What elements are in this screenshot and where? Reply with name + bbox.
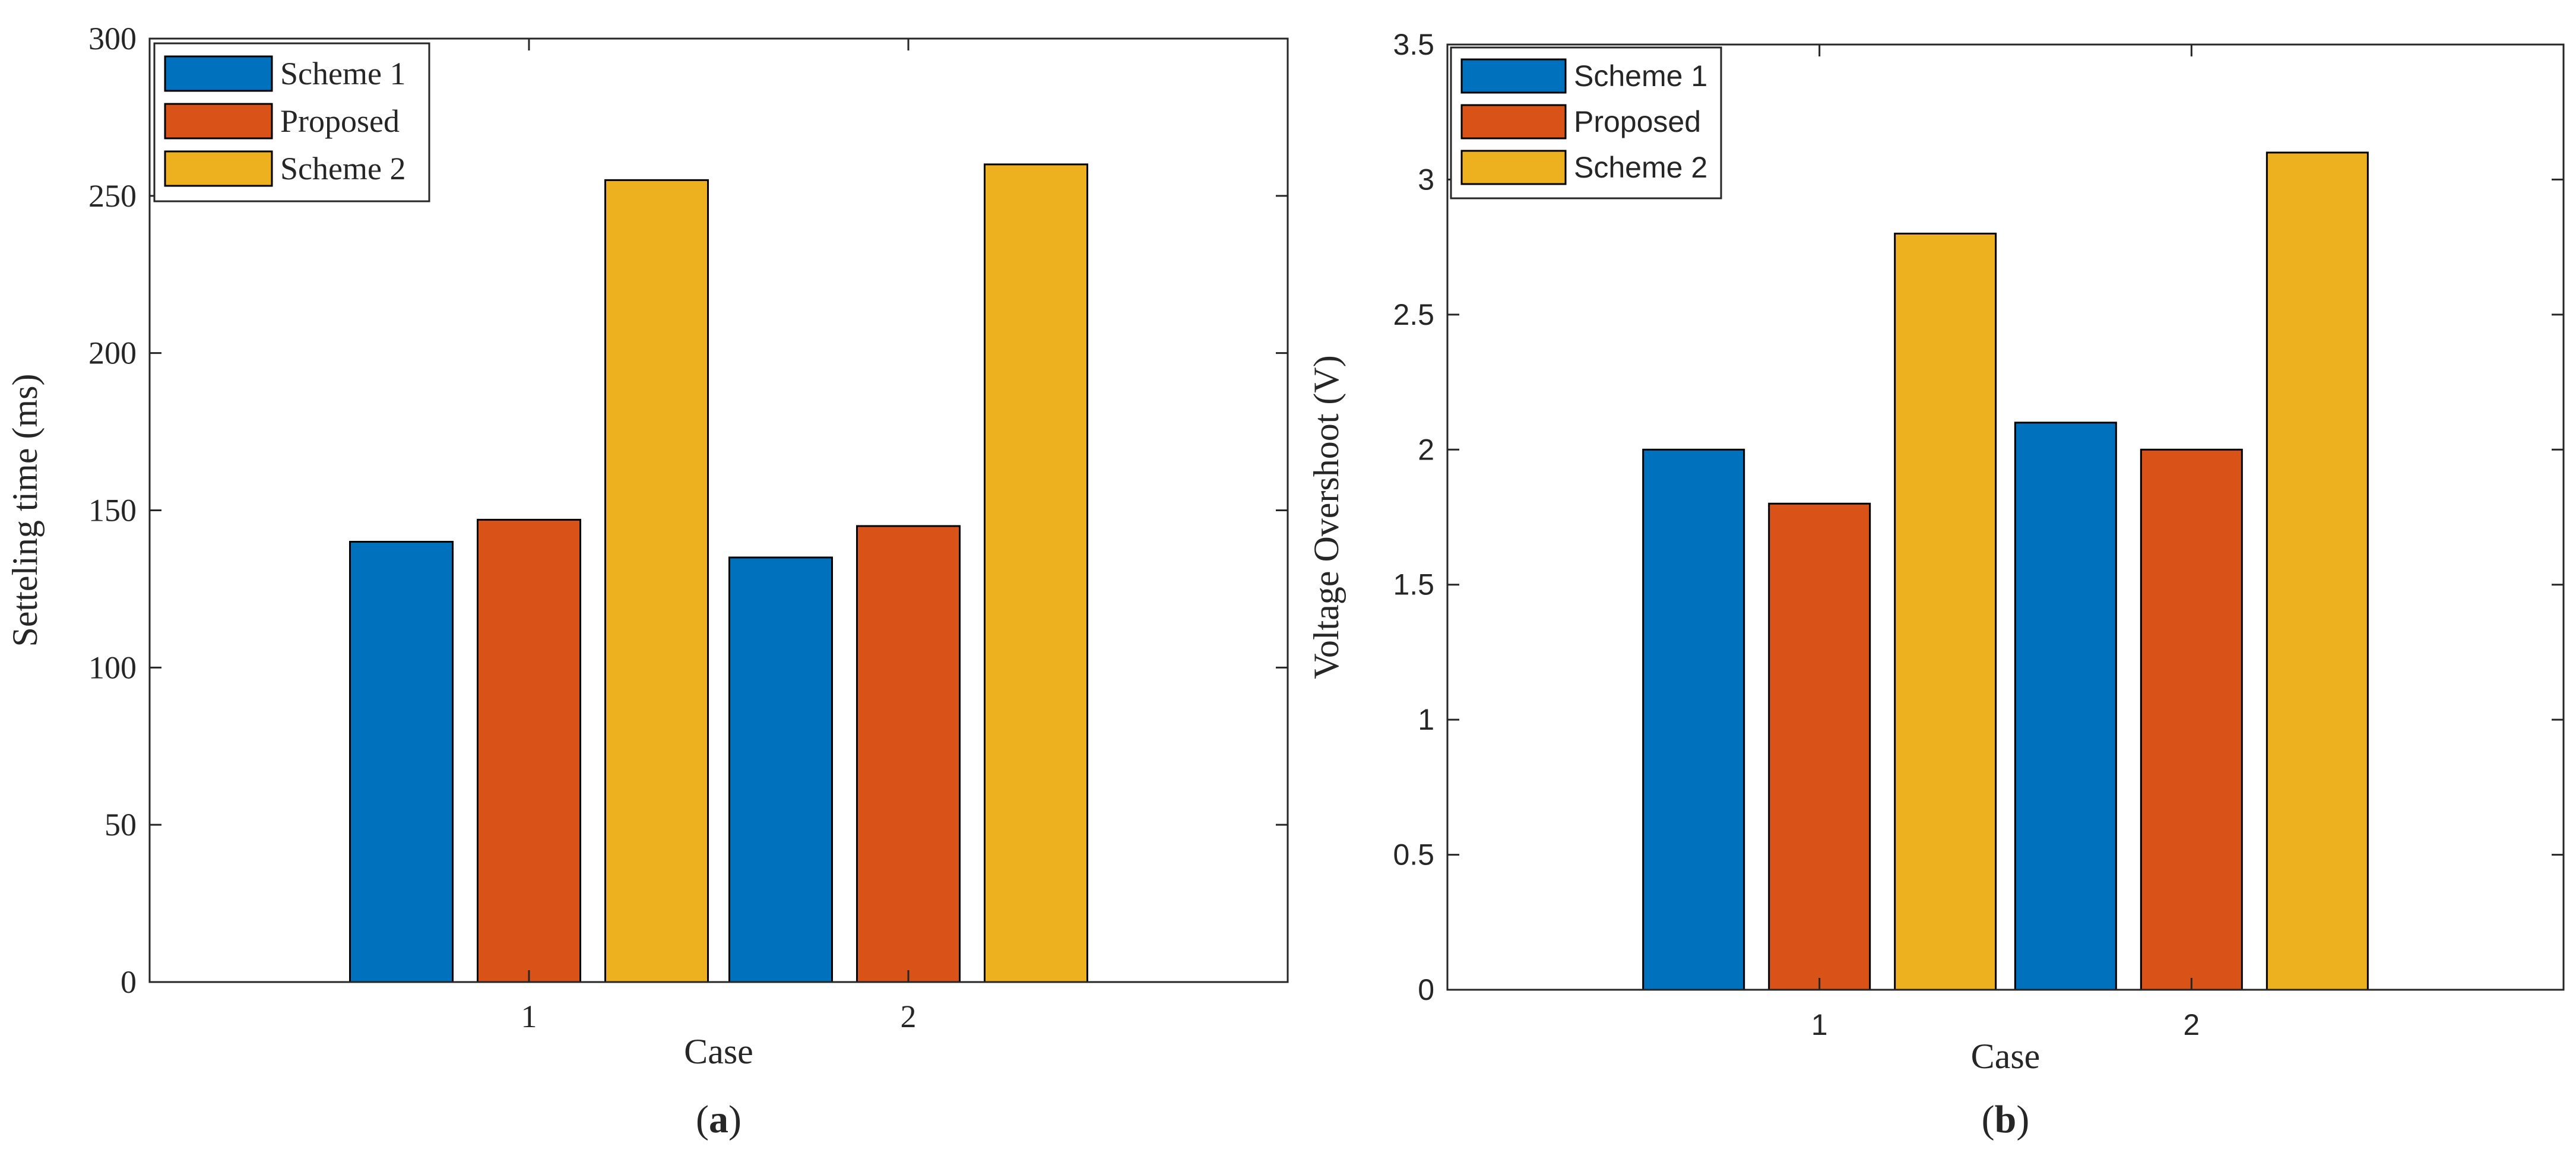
legend-swatch: [1460, 58, 1567, 94]
x-axis-label: Case: [1971, 1037, 2040, 1076]
x-tick-label: 2: [901, 999, 917, 1034]
y-tick-label: 1.5: [1393, 568, 1434, 601]
panel-label-close-paren: ): [2016, 1098, 2029, 1141]
legend: Scheme 1 Proposed Scheme 2: [1450, 46, 1722, 199]
bar-scheme-2-case-1: [1894, 232, 1997, 991]
bar-proposed-case-2: [856, 525, 961, 983]
legend-swatch: [1460, 104, 1567, 140]
bar-scheme-2-case-2: [984, 163, 1088, 983]
y-tick-label: 1: [1418, 703, 1434, 736]
legend-swatch: [1460, 150, 1567, 185]
panel-label-open-paren: (: [1982, 1098, 1995, 1141]
y-tick-label: 0: [121, 964, 137, 1000]
y-axis-label: Voltage Overshoot (V): [1307, 355, 1346, 679]
panel-label: (b): [1982, 1098, 2030, 1141]
chart-panel-b: 0 0.5 1 1.5 2 2.5 3 3.5 1 2 Case Voltage Overshoot …: [1307, 28, 2565, 1141]
y-tick-label: 3.5: [1393, 28, 1434, 61]
y-tick-label: 150: [88, 493, 137, 528]
y-tick-label: 100: [88, 650, 137, 685]
bar-scheme-2-case-2: [2266, 151, 2369, 991]
panel-label-close-paren: ): [728, 1098, 742, 1141]
legend-entry: Proposed: [280, 103, 400, 139]
y-tick-label: 300: [88, 21, 137, 56]
bar-proposed-case-2: [2140, 448, 2243, 991]
x-tick-label: 1: [1811, 1008, 1828, 1041]
y-tick-label: 50: [104, 807, 137, 843]
legend-entry: Scheme 2: [1574, 151, 1707, 184]
legend-entry: Scheme 1: [1574, 59, 1707, 93]
x-tick-label: 1: [521, 999, 537, 1034]
bar-scheme-1-case-1: [349, 540, 454, 983]
legend-swatch: [164, 150, 273, 187]
y-tick-label: 2: [1418, 433, 1434, 466]
x-axis-label: Case: [684, 1032, 753, 1071]
y-tick-label: 0.5: [1393, 838, 1434, 872]
legend-entry: Proposed: [1574, 105, 1701, 138]
panel-label-open-paren: (: [696, 1098, 709, 1141]
x-tick-label: 2: [2183, 1008, 2200, 1041]
y-tick-label: 2.5: [1393, 298, 1434, 331]
legend-swatch: [164, 103, 273, 140]
legend: Scheme 1 Proposed Scheme 2: [153, 42, 430, 202]
y-tick-label: 200: [88, 335, 137, 371]
bar-scheme-2-case-1: [604, 179, 709, 983]
bar-scheme-1-case-2: [728, 556, 833, 983]
panel-label-letter: a: [709, 1098, 728, 1141]
y-tick-label: 250: [88, 178, 137, 214]
bar-scheme-1-case-2: [2014, 422, 2117, 991]
legend-entry: Scheme 2: [280, 151, 405, 186]
y-axis-label: Setteling time (ms): [5, 374, 45, 647]
bar-proposed-case-1: [1768, 502, 1871, 991]
bar-scheme-1-case-1: [1642, 448, 1745, 991]
y-tick-label: 3: [1418, 163, 1434, 196]
panel-label: (a): [696, 1098, 742, 1141]
chart-panel-a: 0 50 100 150 200 250 300 1 2 Case Setteling time (…: [5, 21, 1289, 1141]
axes-box: [1446, 43, 2565, 991]
y-tick-label: 0: [1418, 973, 1434, 1006]
legend-swatch: [164, 55, 273, 92]
legend-entry: Scheme 1: [280, 56, 405, 91]
panel-label-letter: b: [1995, 1098, 2017, 1141]
bar-proposed-case-1: [477, 518, 581, 983]
